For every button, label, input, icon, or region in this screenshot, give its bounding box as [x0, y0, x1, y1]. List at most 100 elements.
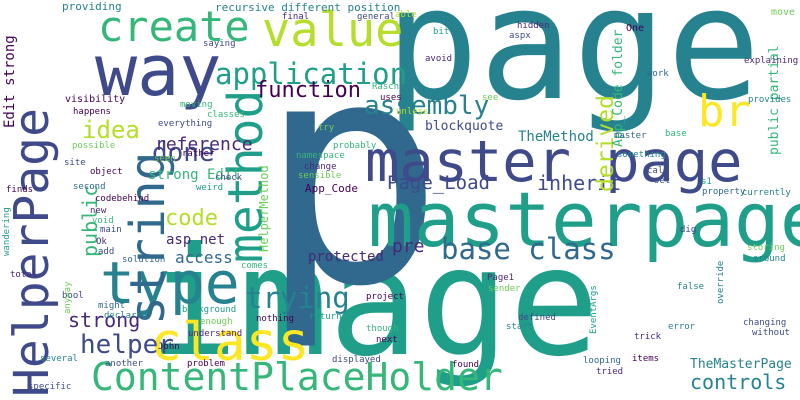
word: recursive different position [215, 1, 401, 14]
word: One [626, 23, 645, 34]
word: project [366, 292, 404, 302]
word: around [753, 254, 786, 264]
word: value [262, 3, 404, 58]
word: weird [196, 183, 224, 193]
word: Edit strong [2, 35, 18, 128]
word: hidden [517, 21, 550, 31]
word: items [632, 354, 660, 364]
word: changing [743, 318, 787, 328]
word: general [357, 12, 395, 22]
word: specific [28, 382, 72, 392]
word: way [95, 30, 222, 112]
word: p [258, 0, 445, 355]
word: providing [62, 0, 122, 13]
word: several [40, 354, 78, 364]
word: though [366, 324, 399, 334]
word: App_Code [305, 182, 358, 195]
word: move [771, 7, 796, 18]
word: blockquote [425, 119, 504, 134]
word: aspx [509, 31, 531, 41]
word: bit [433, 27, 450, 37]
word: TheMasterPage [690, 357, 792, 372]
word: moving [180, 100, 213, 110]
word: unless [396, 107, 429, 117]
word: wandering [2, 207, 12, 256]
word: problem [187, 359, 225, 369]
word: false [677, 282, 705, 292]
word: br [698, 86, 751, 137]
word: controls [690, 370, 787, 394]
word: total [10, 270, 38, 280]
word: might [98, 301, 126, 311]
word: everything [158, 119, 213, 129]
word: main [100, 225, 122, 235]
word: ContentPlaceHolder [91, 355, 503, 399]
word: another [105, 359, 143, 369]
word: without [752, 328, 790, 338]
word: asp net [166, 232, 226, 248]
word: rather [182, 149, 215, 159]
word: saying [203, 39, 236, 49]
word: error [668, 322, 696, 332]
word: App_Code folder [611, 29, 626, 147]
word: declared [104, 311, 148, 321]
word: namespace [296, 151, 345, 161]
word: override [716, 260, 726, 304]
word: masterpage [368, 175, 800, 264]
word: assembly [364, 91, 490, 121]
word: final [282, 12, 310, 22]
word: add [98, 247, 115, 257]
word: next [376, 335, 398, 345]
word: sensible [298, 171, 342, 181]
word: able [395, 10, 417, 20]
word: s1 [701, 177, 712, 187]
word: check [215, 173, 243, 183]
word: master page [365, 129, 743, 195]
word: found [452, 360, 480, 370]
word: visibility [65, 94, 126, 105]
word: code [165, 206, 218, 231]
word: enough [200, 317, 233, 327]
word: finds [6, 185, 34, 195]
word: done [152, 138, 215, 168]
word: dig [680, 225, 697, 235]
word: application [215, 57, 408, 91]
word: anyway [63, 281, 73, 314]
word: comes [241, 261, 269, 271]
word: tried [596, 367, 624, 377]
word: new [90, 206, 107, 216]
word: TheMethod [518, 129, 594, 145]
word: avoid [425, 54, 453, 64]
word: Rasch [372, 82, 400, 92]
word: see [482, 93, 499, 103]
word: seen [154, 154, 176, 164]
word: provides [748, 95, 792, 105]
word: displayed [332, 355, 381, 365]
word: class [150, 312, 310, 373]
word: object [90, 167, 123, 177]
word: type [100, 249, 240, 317]
word: inherit [537, 171, 622, 195]
word: return [309, 312, 342, 322]
word: uses [380, 93, 402, 103]
word: defined [518, 313, 556, 323]
word: trying [245, 281, 350, 315]
word: change [304, 162, 337, 172]
word: storing [747, 243, 785, 253]
word: strong [68, 308, 141, 332]
word: access [175, 248, 233, 267]
word: strong Edit [148, 167, 241, 183]
word: HelperMethod [257, 165, 271, 252]
word: start [506, 322, 534, 332]
word: bool [62, 291, 84, 301]
word: pre [392, 236, 425, 257]
word: work [647, 69, 669, 79]
word: image [148, 216, 600, 390]
word: property [702, 187, 746, 197]
word: EventArgs [589, 285, 599, 334]
word: something [617, 150, 666, 160]
word: site [64, 158, 86, 168]
word: helper [80, 330, 174, 360]
word: Page_Load [387, 172, 490, 194]
